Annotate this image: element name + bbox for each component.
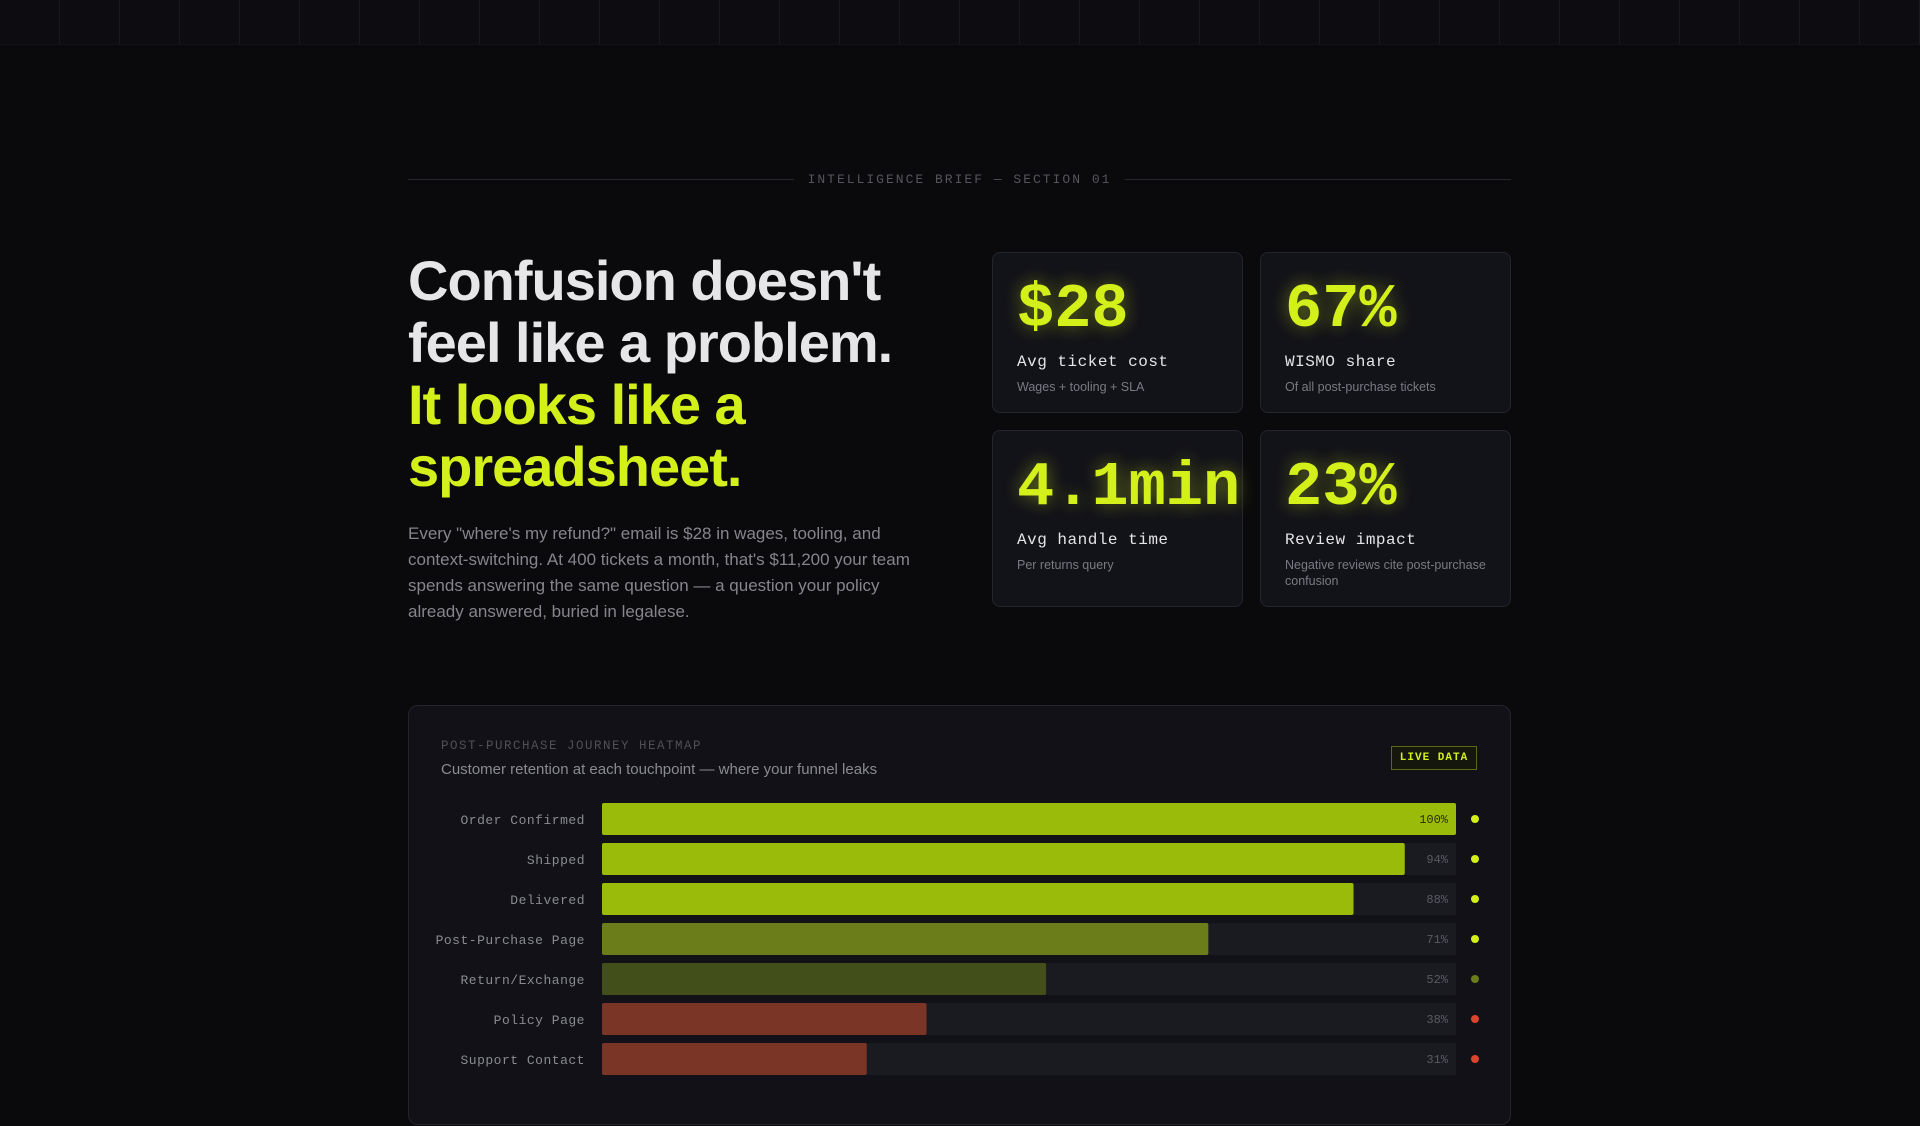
- row-label: Return/Exchange: [460, 973, 585, 988]
- status-dot: [1471, 855, 1479, 863]
- bar: [602, 1003, 927, 1035]
- live-badge: LIVE DATA: [1391, 746, 1477, 770]
- stat-value: 67%: [1285, 274, 1397, 345]
- value-label: 31%: [1426, 1053, 1448, 1067]
- stat-card: $28 Avg ticket cost Wages + tooling + SLA: [992, 252, 1243, 413]
- stat-label: Review impact: [1285, 531, 1417, 549]
- headline: Confusion doesn't feel like a problem. I…: [408, 250, 948, 498]
- bar: [602, 923, 1209, 955]
- value-label: 52%: [1426, 973, 1448, 987]
- heatmap-subtitle: Customer retention at each touchpoint — …: [441, 761, 878, 778]
- rule: [408, 178, 794, 180]
- row-label: Shipped: [527, 853, 585, 868]
- rule: [1125, 178, 1511, 180]
- bar: [602, 803, 1456, 835]
- stat-label: WISMO share: [1285, 353, 1397, 371]
- headline-white: Confusion doesn't feel like a problem.: [408, 249, 893, 374]
- value-label: 38%: [1426, 1013, 1448, 1027]
- stat-card: 23% Review impact Negative reviews cite po…: [1260, 430, 1511, 607]
- stat-value: 4.1min: [1017, 452, 1241, 523]
- bar: [602, 963, 1047, 995]
- stat-value: $28: [1017, 274, 1129, 345]
- status-dot: [1471, 895, 1479, 903]
- status-dot: [1471, 935, 1479, 943]
- row-label: Support Contact: [460, 1053, 585, 1068]
- bar: [602, 883, 1354, 915]
- headline-accent: It looks like a spreadsheet.: [408, 373, 746, 498]
- stat-note: Per returns query: [1017, 558, 1114, 572]
- row-label: Post-Purchase Page: [436, 933, 585, 948]
- bar: [602, 1043, 867, 1075]
- value-label: 88%: [1426, 893, 1448, 907]
- row-label: Policy Page: [494, 1013, 585, 1028]
- section-label: INTELLIGENCE BRIEF — SECTION 01: [807, 171, 1112, 187]
- status-dot: [1471, 815, 1479, 823]
- section-header: INTELLIGENCE BRIEF — SECTION 01: [408, 168, 1511, 190]
- value-label: 100%: [1419, 813, 1449, 827]
- value-label: 71%: [1426, 933, 1448, 947]
- stat-value: 23%: [1285, 452, 1397, 523]
- row-label: Order Confirmed: [460, 813, 585, 828]
- status-dot: [1471, 1015, 1479, 1023]
- paragraph: Every "where's my refund?" email is $28 …: [408, 524, 910, 621]
- bar: [602, 843, 1405, 875]
- stat-label: Avg ticket cost: [1017, 353, 1169, 371]
- stat-card: 4.1min Avg handle time Per returns query: [992, 430, 1243, 607]
- top-bar: [0, 0, 1920, 45]
- value-label: 94%: [1426, 853, 1448, 867]
- row-label: Delivered: [510, 893, 585, 908]
- stat-note: Wages + tooling + SLA: [1017, 380, 1145, 394]
- stat-card: 67% WISMO share Of all post-purchase ticke…: [1260, 252, 1511, 413]
- heatmap-title: POST-PURCHASE JOURNEY HEATMAP: [441, 739, 703, 753]
- status-dot: [1471, 1055, 1479, 1063]
- heatmap-bars: Order Confirmed 100% Shipped 94% Delivered 88…: [436, 803, 1479, 1075]
- stat-label: Avg handle time: [1017, 531, 1169, 549]
- stat-note: Negative reviews cite post-purchase conf…: [1285, 558, 1486, 588]
- status-dot: [1471, 975, 1479, 983]
- stat-note: Of all post-purchase tickets: [1285, 380, 1436, 394]
- heatmap-panel: POST-PURCHASE JOURNEY HEATMAP Customer r…: [408, 705, 1511, 1125]
